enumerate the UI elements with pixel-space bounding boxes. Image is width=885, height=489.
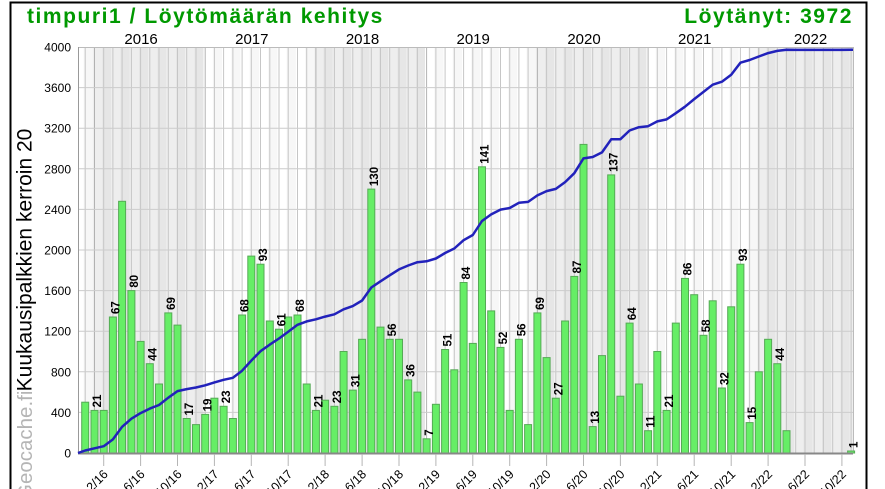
svg-text:27: 27 <box>553 382 565 395</box>
svg-text:44: 44 <box>147 347 159 360</box>
svg-text:130: 130 <box>369 167 381 186</box>
svg-text:1: 1 <box>849 441 861 448</box>
svg-text:2019: 2019 <box>457 31 490 48</box>
svg-text:2400: 2400 <box>44 203 71 217</box>
svg-text:61: 61 <box>277 313 289 326</box>
svg-text:93: 93 <box>258 248 270 261</box>
svg-text:timpuri1 / Löytömäärän kehitys: timpuri1 / Löytömäärän kehitys <box>27 5 384 28</box>
svg-text:23: 23 <box>221 391 233 404</box>
svg-text:2016: 2016 <box>124 31 157 48</box>
svg-text:Kuukausipalkkien kerroin 20: Kuukausipalkkien kerroin 20 <box>14 129 37 392</box>
svg-text:2017: 2017 <box>235 31 268 48</box>
svg-text:21: 21 <box>664 394 676 407</box>
svg-text:56: 56 <box>387 324 399 337</box>
svg-text:7: 7 <box>424 429 436 435</box>
svg-text:Löytänyt: 3972: Löytänyt: 3972 <box>684 5 853 28</box>
svg-text:2800: 2800 <box>44 162 71 176</box>
svg-text:400: 400 <box>51 406 71 420</box>
svg-text:36: 36 <box>406 364 418 377</box>
svg-text:56: 56 <box>516 324 528 337</box>
svg-text:87: 87 <box>572 261 584 274</box>
svg-text:23: 23 <box>332 391 344 404</box>
svg-text:19: 19 <box>203 399 215 412</box>
svg-text:64: 64 <box>627 307 639 320</box>
svg-text:15: 15 <box>747 406 759 419</box>
svg-text:58: 58 <box>701 319 713 332</box>
svg-text:86: 86 <box>683 263 695 276</box>
svg-text:1200: 1200 <box>44 325 71 339</box>
svg-text:51: 51 <box>443 333 455 346</box>
svg-text:141: 141 <box>480 144 492 164</box>
svg-text:93: 93 <box>738 248 750 261</box>
svg-text:2022: 2022 <box>794 31 827 48</box>
svg-text:80: 80 <box>129 275 141 288</box>
svg-text:52: 52 <box>498 332 510 345</box>
svg-text:69: 69 <box>166 297 178 310</box>
svg-text:32: 32 <box>719 372 731 385</box>
svg-text:44: 44 <box>775 347 787 360</box>
svg-text:2018: 2018 <box>346 31 379 48</box>
svg-text:69: 69 <box>535 297 547 310</box>
svg-text:3200: 3200 <box>44 122 71 136</box>
svg-text:137: 137 <box>609 153 621 172</box>
svg-text:4000: 4000 <box>44 41 71 55</box>
svg-text:67: 67 <box>110 301 122 314</box>
svg-text:11: 11 <box>646 415 658 428</box>
svg-text:2020: 2020 <box>567 31 600 48</box>
svg-text:2021: 2021 <box>678 31 711 48</box>
svg-text:800: 800 <box>51 365 71 379</box>
svg-text:1600: 1600 <box>44 284 71 298</box>
svg-text:Geocache.fi: Geocache.fi <box>14 391 37 489</box>
svg-text:2000: 2000 <box>44 244 71 258</box>
svg-text:17: 17 <box>184 403 196 416</box>
svg-text:68: 68 <box>295 299 307 312</box>
svg-text:21: 21 <box>313 394 325 407</box>
svg-text:68: 68 <box>240 299 252 312</box>
svg-text:3600: 3600 <box>44 81 71 95</box>
svg-text:13: 13 <box>590 411 602 424</box>
svg-text:21: 21 <box>92 394 104 407</box>
svg-text:0: 0 <box>64 447 71 461</box>
svg-text:84: 84 <box>461 266 473 279</box>
svg-text:31: 31 <box>350 374 362 387</box>
